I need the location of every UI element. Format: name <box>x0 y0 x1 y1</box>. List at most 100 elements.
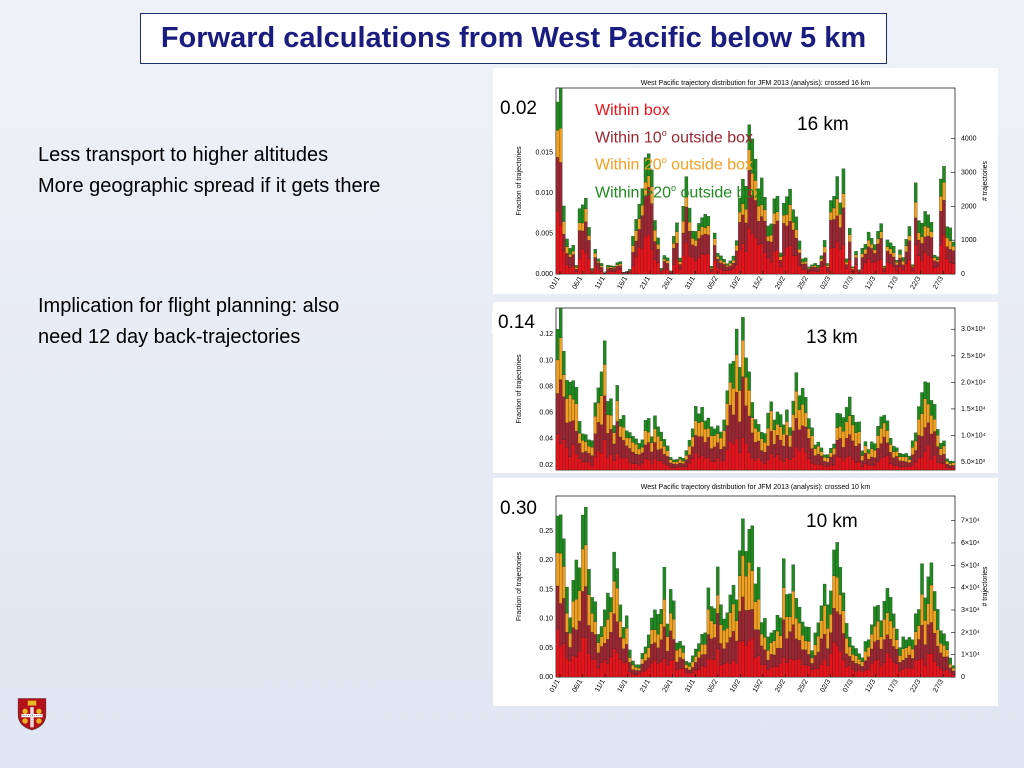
bar-segment <box>596 258 601 262</box>
bar-segment <box>665 664 670 678</box>
bar-segment <box>731 260 736 264</box>
bar-segment <box>653 442 657 459</box>
bar-segment <box>785 247 789 275</box>
bar-segment <box>725 266 729 271</box>
bar-segment <box>753 657 758 678</box>
bar-segment <box>712 435 717 448</box>
chart-panel-16km: West Pacific trajectory distribution for… <box>493 68 998 294</box>
bar-segment <box>797 658 802 678</box>
bar-segment <box>835 198 839 216</box>
bar-segment <box>826 265 830 268</box>
bar-segment <box>681 463 685 468</box>
bar-segment <box>951 462 956 466</box>
bar-segment <box>571 380 575 400</box>
bar-segment <box>640 671 645 678</box>
bar-segment <box>684 206 689 243</box>
bar-segment <box>835 577 839 612</box>
bar-segment <box>700 421 704 437</box>
bar-segment <box>593 266 597 275</box>
bar-segment <box>936 462 940 471</box>
bar-segment <box>656 614 660 635</box>
y2-tick-label: 2.0×10⁴ <box>961 379 986 386</box>
bar-segment <box>637 203 641 219</box>
bar-segment <box>791 400 795 415</box>
bar-segment <box>675 642 679 651</box>
bar-segment <box>888 620 893 640</box>
bar-segment <box>766 445 770 460</box>
notes-block-1: Less transport to higher altitudes More … <box>38 140 380 202</box>
bar-segment <box>716 425 720 434</box>
bar-segment <box>687 454 692 464</box>
bar-segment <box>615 453 619 471</box>
bar-segment <box>813 267 817 272</box>
bar-segment <box>675 243 679 260</box>
bar-segment <box>574 267 579 270</box>
bar-segment <box>945 226 949 238</box>
bar-segment <box>810 663 814 670</box>
bar-segment <box>606 663 610 678</box>
bar-segment <box>892 457 896 466</box>
bar-segment <box>618 658 623 678</box>
bar-segment <box>945 258 949 275</box>
bar-segment <box>914 244 918 275</box>
bar-segment <box>628 657 632 663</box>
bar-segment <box>910 270 915 275</box>
bar-segment <box>599 424 604 454</box>
bar-segment <box>797 240 802 250</box>
bar-segment <box>574 271 579 275</box>
bar-segment <box>782 587 786 620</box>
bar-segment <box>587 569 591 595</box>
bar-segment <box>904 263 908 275</box>
bar-segment <box>596 422 601 451</box>
bar-segment <box>835 439 839 457</box>
bar-segment <box>634 453 638 464</box>
bar-segment <box>571 245 575 252</box>
bar-segment <box>609 271 613 275</box>
bar-segment <box>863 441 868 446</box>
bar-segment <box>637 229 641 248</box>
bar-segment <box>618 637 623 660</box>
bar-segment <box>901 660 905 670</box>
bar-segment <box>920 594 924 626</box>
bar-segment <box>590 440 594 448</box>
bar-segment <box>694 246 698 261</box>
bar-segment <box>562 205 566 222</box>
bar-segment <box>854 251 858 256</box>
bar-segment <box>712 428 717 436</box>
bar-segment <box>907 637 912 646</box>
bar-segment <box>907 259 912 275</box>
y2-tick-label: 1.0×10⁴ <box>961 432 986 439</box>
bar-segment <box>640 205 645 216</box>
bar-segment <box>615 568 619 589</box>
bar-segment <box>559 443 563 471</box>
bar-segment <box>722 648 726 664</box>
bar-segment <box>863 253 868 263</box>
bar-segment <box>562 598 566 644</box>
bar-segment <box>775 666 780 678</box>
bar-segment <box>656 244 660 250</box>
bar-segment <box>898 655 902 663</box>
bar-segment <box>675 222 679 232</box>
bar-segment <box>822 240 827 248</box>
bar-segment <box>687 669 692 674</box>
bar-segment <box>741 214 745 244</box>
bar-segment <box>650 436 654 443</box>
bar-segment <box>628 269 632 271</box>
bar-segment <box>854 446 858 463</box>
bar-segment <box>618 604 623 622</box>
bar-segment <box>898 662 902 672</box>
bar-segment <box>728 262 733 266</box>
bar-segment <box>948 467 952 471</box>
bar-segment <box>860 450 865 456</box>
bar-segment <box>741 243 745 275</box>
bar-segment <box>929 415 934 435</box>
bar-segment <box>778 635 783 649</box>
bar-segment <box>760 177 764 205</box>
bar-segment <box>936 609 940 630</box>
bar-segment <box>804 269 808 275</box>
y2-tick-label: 6×10⁴ <box>961 540 980 547</box>
bar-segment <box>694 260 698 275</box>
bar-segment <box>624 615 629 629</box>
bar-segment <box>590 613 594 633</box>
bar-segment <box>593 253 597 258</box>
